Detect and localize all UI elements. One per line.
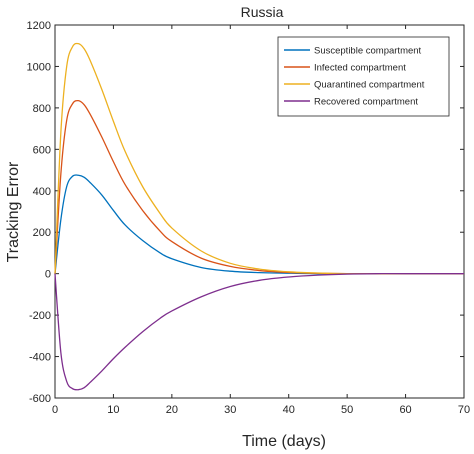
x-tick-label: 30 (224, 404, 236, 416)
y-tick-label: -600 (29, 393, 51, 405)
x-tick-label: 20 (166, 404, 178, 416)
x-axis: 0 10 20 30 40 50 60 70 (52, 25, 470, 416)
legend-label-infected-compartment: Infected compartment (314, 63, 406, 74)
x-tick-label: 50 (341, 404, 353, 416)
legend-label-susceptible-compartment: Susceptible compartment (314, 46, 422, 57)
y-tick-label: 600 (33, 144, 51, 156)
x-tick-label: 60 (399, 404, 411, 416)
series-line-recovered-compartment (54, 272, 464, 391)
legend-label-recovered-compartment: Recovered compartment (314, 97, 418, 108)
chart-title: Russia (241, 4, 284, 20)
legend: Susceptible compartment Infected compartm… (277, 36, 450, 117)
x-tick-label: 70 (458, 404, 470, 416)
legend-label-quarantined-compartment: Quarantined compartment (314, 80, 425, 91)
y-tick-label: 1000 (27, 61, 51, 73)
y-tick-label: 400 (33, 186, 51, 198)
series-lines (54, 42, 464, 391)
series-line-quarantined-compartment (54, 42, 464, 275)
y-tick-label: 800 (33, 103, 51, 115)
y-tick-label: 0 (45, 269, 51, 281)
x-axis-label: Time (days) (242, 433, 326, 450)
y-axis-label: Tracking Error (5, 161, 22, 262)
x-tick-label: 10 (107, 404, 119, 416)
x-tick-label: 40 (283, 404, 295, 416)
x-tick-label: 0 (52, 404, 58, 416)
y-tick-label: 200 (33, 227, 51, 239)
y-tick-label: -200 (29, 310, 51, 322)
y-tick-label: -400 (29, 352, 51, 364)
y-tick-label: 1200 (27, 20, 51, 32)
